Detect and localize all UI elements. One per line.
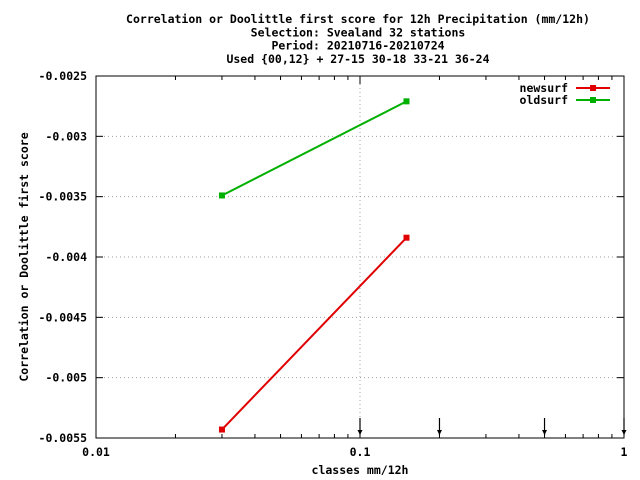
class-marker-arrow: [357, 418, 363, 435]
y-tick-label: -0.005: [45, 371, 87, 385]
x-tick-label: 0.1: [350, 445, 371, 459]
y-tick-label: -0.003: [45, 129, 87, 143]
y-tick-label: -0.0045: [39, 310, 88, 324]
legend-swatch-point: [590, 85, 596, 91]
series-line-oldsurf: [221, 100, 407, 197]
legend-entry-oldsurf: oldsurf: [520, 93, 610, 107]
series-newsurf: [218, 234, 410, 433]
y-tick-label: -0.004: [45, 250, 87, 264]
class-marker-arrow: [542, 418, 548, 435]
axis-ticks: -0.0025 -0.003 -0.0035 -0.004 -0.0045 -0.005 -…: [39, 69, 628, 459]
series-group: [218, 98, 410, 433]
class-marker-head: [357, 430, 363, 435]
chart-title-line: Used {00,12} + 27-15 30-18 33-21 36-24: [226, 52, 489, 66]
y-tick-label: -0.0025: [39, 69, 88, 83]
chart-title-line: Selection: Svealand 32 stations: [251, 25, 466, 39]
data-point-newsurf: [403, 234, 410, 241]
series-oldsurf: [218, 98, 410, 199]
data-point-newsurf: [218, 426, 225, 433]
y-tick-label: -0.0035: [39, 190, 88, 204]
chart-title: Correlation or Doolittle first score for…: [126, 12, 590, 66]
y-tick-label: -0.0055: [39, 431, 88, 445]
class-marker-head: [542, 430, 548, 435]
legend-label: oldsurf: [520, 93, 569, 107]
legend-entry-newsurf: newsurf: [520, 81, 610, 95]
class-markers: [357, 418, 627, 435]
series-line-newsurf: [221, 237, 408, 431]
y-axis-label: Correlation or Doolittle first score: [17, 132, 31, 381]
x-axis-label: classes mm/12h: [312, 463, 409, 477]
x-tick-label: 1: [621, 445, 628, 459]
x-tick-label: 0.01: [82, 445, 110, 459]
chart-title-line: Period: 20210716-20210724: [271, 39, 444, 53]
data-point-oldsurf: [218, 192, 225, 199]
data-point-oldsurf: [403, 98, 410, 105]
class-marker-head: [436, 430, 442, 435]
plot-frame: [95, 75, 625, 439]
legend-label: newsurf: [520, 81, 569, 95]
legend-swatch-point: [590, 97, 596, 103]
grid-lines: [96, 76, 624, 438]
class-marker-arrow: [436, 418, 442, 435]
chart-title-line: Correlation or Doolittle first score for…: [126, 12, 590, 26]
